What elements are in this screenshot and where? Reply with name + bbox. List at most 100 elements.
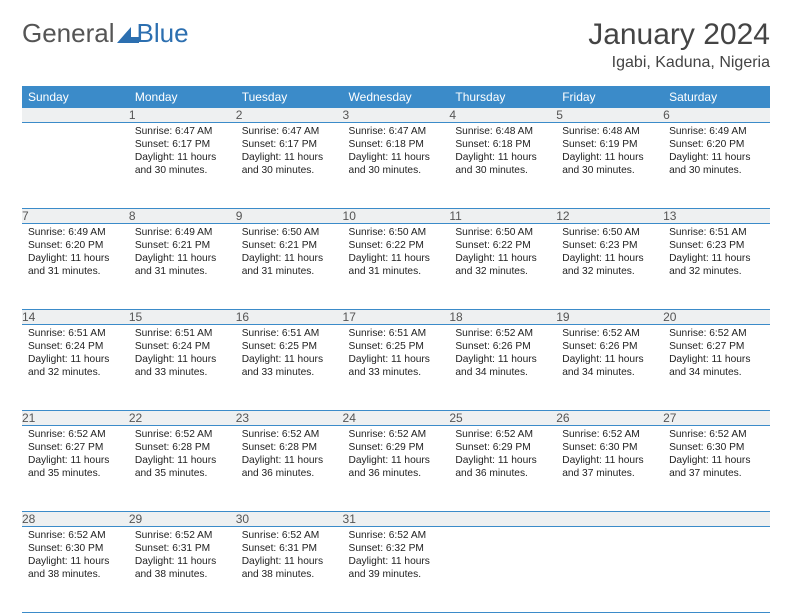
day-cell-content: Sunrise: 6:52 AMSunset: 6:27 PMDaylight:… [663, 325, 770, 383]
day-number [556, 512, 663, 527]
day-cell: Sunrise: 6:52 AMSunset: 6:29 PMDaylight:… [343, 426, 450, 512]
day-number: 16 [236, 310, 343, 325]
day-cell: Sunrise: 6:52 AMSunset: 6:26 PMDaylight:… [449, 325, 556, 411]
calendar-table: Sunday Monday Tuesday Wednesday Thursday… [22, 86, 770, 613]
day-cell: Sunrise: 6:47 AMSunset: 6:18 PMDaylight:… [343, 123, 450, 209]
weekday-header: Sunday [22, 86, 129, 108]
day-number [449, 512, 556, 527]
day-cell-content: Sunrise: 6:51 AMSunset: 6:24 PMDaylight:… [22, 325, 129, 383]
day-number: 8 [129, 209, 236, 224]
day-number: 1 [129, 108, 236, 123]
day-cell-content: Sunrise: 6:51 AMSunset: 6:25 PMDaylight:… [343, 325, 450, 383]
day-number: 19 [556, 310, 663, 325]
day-cell-content: Sunrise: 6:51 AMSunset: 6:24 PMDaylight:… [129, 325, 236, 383]
header: General Blue January 2024 Igabi, Kaduna,… [22, 18, 770, 72]
day-cell-content: Sunrise: 6:52 AMSunset: 6:28 PMDaylight:… [236, 426, 343, 484]
day-cell-content: Sunrise: 6:52 AMSunset: 6:26 PMDaylight:… [449, 325, 556, 383]
day-cell: Sunrise: 6:47 AMSunset: 6:17 PMDaylight:… [236, 123, 343, 209]
day-cell-content: Sunrise: 6:52 AMSunset: 6:26 PMDaylight:… [556, 325, 663, 383]
day-number-row: 14151617181920 [22, 310, 770, 325]
day-number [663, 512, 770, 527]
day-cell: Sunrise: 6:52 AMSunset: 6:28 PMDaylight:… [129, 426, 236, 512]
day-number: 12 [556, 209, 663, 224]
day-number: 15 [129, 310, 236, 325]
day-cell-content: Sunrise: 6:51 AMSunset: 6:23 PMDaylight:… [663, 224, 770, 282]
day-cell: Sunrise: 6:48 AMSunset: 6:19 PMDaylight:… [556, 123, 663, 209]
day-cell-content: Sunrise: 6:51 AMSunset: 6:25 PMDaylight:… [236, 325, 343, 383]
month-title: January 2024 [588, 18, 770, 52]
day-cell [449, 527, 556, 613]
day-number: 10 [343, 209, 450, 224]
day-cell: Sunrise: 6:52 AMSunset: 6:27 PMDaylight:… [663, 325, 770, 411]
day-number-row: 78910111213 [22, 209, 770, 224]
day-cell-content: Sunrise: 6:52 AMSunset: 6:30 PMDaylight:… [663, 426, 770, 484]
weekday-header: Tuesday [236, 86, 343, 108]
day-cell [663, 527, 770, 613]
day-cell: Sunrise: 6:52 AMSunset: 6:30 PMDaylight:… [556, 426, 663, 512]
weekday-header: Friday [556, 86, 663, 108]
day-cell: Sunrise: 6:49 AMSunset: 6:21 PMDaylight:… [129, 224, 236, 310]
day-cell: Sunrise: 6:50 AMSunset: 6:22 PMDaylight:… [449, 224, 556, 310]
day-cell-content: Sunrise: 6:49 AMSunset: 6:20 PMDaylight:… [22, 224, 129, 282]
day-number: 2 [236, 108, 343, 123]
day-content-row: Sunrise: 6:52 AMSunset: 6:30 PMDaylight:… [22, 527, 770, 613]
day-number: 14 [22, 310, 129, 325]
day-number: 30 [236, 512, 343, 527]
day-number: 31 [343, 512, 450, 527]
weekday-header: Monday [129, 86, 236, 108]
day-content-row: Sunrise: 6:49 AMSunset: 6:20 PMDaylight:… [22, 224, 770, 310]
day-number-row: 28293031 [22, 512, 770, 527]
logo-mark-icon [117, 27, 139, 43]
day-cell: Sunrise: 6:52 AMSunset: 6:30 PMDaylight:… [663, 426, 770, 512]
day-number: 3 [343, 108, 450, 123]
day-cell-content: Sunrise: 6:47 AMSunset: 6:18 PMDaylight:… [343, 123, 450, 181]
day-cell-content: Sunrise: 6:52 AMSunset: 6:31 PMDaylight:… [129, 527, 236, 585]
day-cell [556, 527, 663, 613]
day-cell: Sunrise: 6:51 AMSunset: 6:23 PMDaylight:… [663, 224, 770, 310]
day-cell: Sunrise: 6:49 AMSunset: 6:20 PMDaylight:… [22, 224, 129, 310]
day-number: 20 [663, 310, 770, 325]
day-cell: Sunrise: 6:52 AMSunset: 6:30 PMDaylight:… [22, 527, 129, 613]
weekday-header: Saturday [663, 86, 770, 108]
weekday-header-row: Sunday Monday Tuesday Wednesday Thursday… [22, 86, 770, 108]
day-cell-content: Sunrise: 6:50 AMSunset: 6:22 PMDaylight:… [449, 224, 556, 282]
day-cell: Sunrise: 6:51 AMSunset: 6:24 PMDaylight:… [129, 325, 236, 411]
day-number: 5 [556, 108, 663, 123]
day-cell-content: Sunrise: 6:50 AMSunset: 6:23 PMDaylight:… [556, 224, 663, 282]
day-number: 22 [129, 411, 236, 426]
day-number: 4 [449, 108, 556, 123]
day-number: 26 [556, 411, 663, 426]
day-number: 6 [663, 108, 770, 123]
day-cell-content: Sunrise: 6:52 AMSunset: 6:29 PMDaylight:… [343, 426, 450, 484]
day-cell: Sunrise: 6:49 AMSunset: 6:20 PMDaylight:… [663, 123, 770, 209]
day-number: 7 [22, 209, 129, 224]
location: Igabi, Kaduna, Nigeria [588, 54, 770, 72]
day-cell: Sunrise: 6:51 AMSunset: 6:24 PMDaylight:… [22, 325, 129, 411]
day-cell-content: Sunrise: 6:50 AMSunset: 6:22 PMDaylight:… [343, 224, 450, 282]
day-cell-content: Sunrise: 6:52 AMSunset: 6:27 PMDaylight:… [22, 426, 129, 484]
day-cell: Sunrise: 6:47 AMSunset: 6:17 PMDaylight:… [129, 123, 236, 209]
day-cell: Sunrise: 6:52 AMSunset: 6:26 PMDaylight:… [556, 325, 663, 411]
day-cell: Sunrise: 6:52 AMSunset: 6:31 PMDaylight:… [236, 527, 343, 613]
day-number: 27 [663, 411, 770, 426]
day-number: 23 [236, 411, 343, 426]
day-content-row: Sunrise: 6:51 AMSunset: 6:24 PMDaylight:… [22, 325, 770, 411]
day-cell-content: Sunrise: 6:49 AMSunset: 6:21 PMDaylight:… [129, 224, 236, 282]
day-content-row: Sunrise: 6:52 AMSunset: 6:27 PMDaylight:… [22, 426, 770, 512]
day-number: 25 [449, 411, 556, 426]
day-cell-content: Sunrise: 6:50 AMSunset: 6:21 PMDaylight:… [236, 224, 343, 282]
day-cell: Sunrise: 6:52 AMSunset: 6:28 PMDaylight:… [236, 426, 343, 512]
day-cell-content: Sunrise: 6:48 AMSunset: 6:19 PMDaylight:… [556, 123, 663, 181]
day-number: 13 [663, 209, 770, 224]
day-cell-content: Sunrise: 6:52 AMSunset: 6:32 PMDaylight:… [343, 527, 450, 585]
day-cell: Sunrise: 6:50 AMSunset: 6:22 PMDaylight:… [343, 224, 450, 310]
day-number-row: 123456 [22, 108, 770, 123]
day-cell: Sunrise: 6:51 AMSunset: 6:25 PMDaylight:… [236, 325, 343, 411]
day-number: 9 [236, 209, 343, 224]
day-cell: Sunrise: 6:52 AMSunset: 6:27 PMDaylight:… [22, 426, 129, 512]
logo: General Blue [22, 18, 189, 49]
day-cell-content: Sunrise: 6:52 AMSunset: 6:30 PMDaylight:… [556, 426, 663, 484]
weekday-header: Wednesday [343, 86, 450, 108]
day-cell-content: Sunrise: 6:48 AMSunset: 6:18 PMDaylight:… [449, 123, 556, 181]
day-number: 18 [449, 310, 556, 325]
